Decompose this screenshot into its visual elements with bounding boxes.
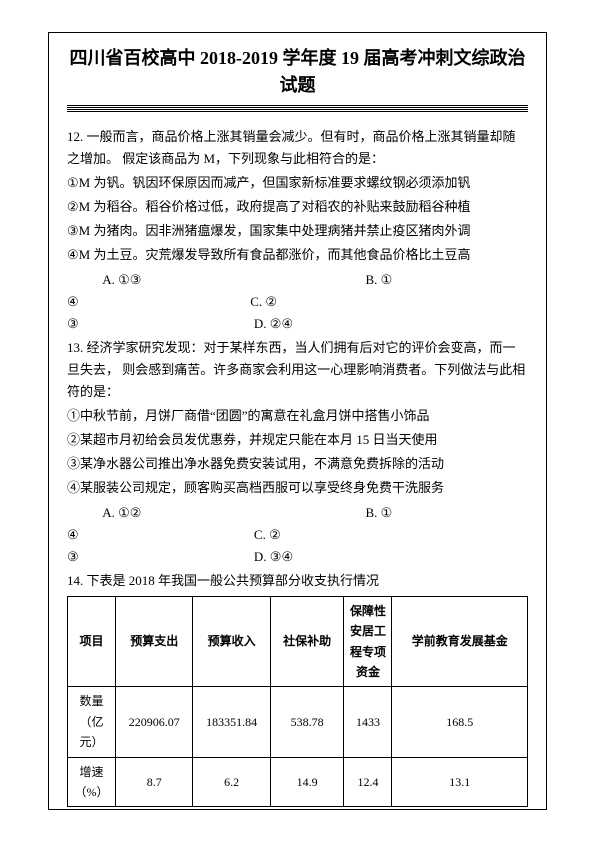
q12-d: D. ②④ xyxy=(254,313,293,335)
q12-opt4: ④M 为土豆。灾荒爆发导致所有食品都涨价，而其他食品价格比土豆高 xyxy=(67,244,528,266)
q13-answers-row3: ③ D. ③④ xyxy=(67,546,528,568)
q13-opt4: ④某服装公司规定，顾客购买高档西服可以享受终身免费干洗服务 xyxy=(67,477,528,499)
td-val: 183351.84 xyxy=(193,687,270,757)
td-label-growth: 增速（%） xyxy=(68,757,116,807)
document-title: 四川省百校高中 2018-2019 学年度 19 届高考冲刺文综政治试题 xyxy=(67,45,528,99)
q12-c: C. ② xyxy=(250,291,450,313)
td-val: 14.9 xyxy=(270,757,344,807)
q12-a: A. ①③ xyxy=(102,269,362,291)
q13-a: A. ①② xyxy=(102,502,362,524)
q12-b: B. ① xyxy=(366,269,393,291)
th-income: 预算收入 xyxy=(193,596,270,687)
td-val: 6.2 xyxy=(193,757,270,807)
q13-c: C. ② xyxy=(254,524,281,546)
divider-group xyxy=(67,105,528,112)
q13-opt2: ②某超市月初给会员发优惠券，并规定只能在本月 15 日当天使用 xyxy=(67,429,528,451)
th-social: 社保补助 xyxy=(270,596,344,687)
q13-b2: ④ xyxy=(67,524,79,546)
td-val: 13.1 xyxy=(392,757,528,807)
q12-answers-row3: ③ D. ②④ xyxy=(67,313,528,335)
table-row: 数量（亿元） 220906.07 183351.84 538.78 1433 1… xyxy=(68,687,528,757)
q13-d: D. ③④ xyxy=(254,546,293,568)
q13-b: B. ① xyxy=(366,502,393,524)
td-val: 8.7 xyxy=(116,757,193,807)
q13-answers-row2: ④ C. ② xyxy=(67,524,528,546)
q12-c2: ③ xyxy=(67,313,79,335)
th-housing: 保障性安居工程专项资金 xyxy=(344,596,392,687)
q13-opt3: ③某净水器公司推出净水器免费安装试用，不满意免费拆除的活动 xyxy=(67,453,528,475)
td-val: 12.4 xyxy=(344,757,392,807)
q13-answers-row1: A. ①② B. ① xyxy=(67,502,528,524)
q12-opt3: ③M 为猪肉。因非洲猪瘟爆发，国家集中处理病猪并禁止疫区猪肉外调 xyxy=(67,220,528,242)
q13-stem: 13. 经济学家研究发现：对于某样东西，当人们拥有后对它的评价会变高，而一旦失去… xyxy=(67,337,528,403)
table-row: 增速（%） 8.7 6.2 14.9 12.4 13.1 xyxy=(68,757,528,807)
q13-opt1: ①中秋节前，月饼厂商借“团圆”的寓意在礼盒月饼中搭售小饰品 xyxy=(67,405,528,427)
th-item: 项目 xyxy=(68,596,116,687)
table-header-row: 项目 预算支出 预算收入 社保补助 保障性安居工程专项资金 学前教育发展基金 xyxy=(68,596,528,687)
q12-answers-row1: A. ①③ B. ① xyxy=(67,269,528,291)
q12-stem: 12. 一般而言，商品价格上涨其销量会减少。但有时，商品价格上涨其销量却随之增加… xyxy=(67,126,528,170)
q14-stem: 14. 下表是 2018 年我国一般公共预算部分收支执行情况 xyxy=(67,570,528,592)
td-val: 168.5 xyxy=(392,687,528,757)
q12-opt1: ①M 为钒。钒因环保原因而减产，但国家新标准要求螺纹钢必须添加钒 xyxy=(67,172,528,194)
q12-opt2: ②M 为稻谷。稻谷价格过低，政府提高了对稻农的补贴来鼓励稻谷种植 xyxy=(67,196,528,218)
q14-table: 项目 预算支出 预算收入 社保补助 保障性安居工程专项资金 学前教育发展基金 数… xyxy=(67,596,528,808)
page-border: 四川省百校高中 2018-2019 学年度 19 届高考冲刺文综政治试题 12.… xyxy=(48,32,547,810)
th-expend: 预算支出 xyxy=(116,596,193,687)
q13-c2: ③ xyxy=(67,546,79,568)
td-val: 1433 xyxy=(344,687,392,757)
td-val: 538.78 xyxy=(270,687,344,757)
td-val: 220906.07 xyxy=(116,687,193,757)
td-label-amount: 数量（亿元） xyxy=(68,687,116,757)
th-edu: 学前教育发展基金 xyxy=(392,596,528,687)
q12-answers-row2: ④ C. ② xyxy=(67,291,528,313)
